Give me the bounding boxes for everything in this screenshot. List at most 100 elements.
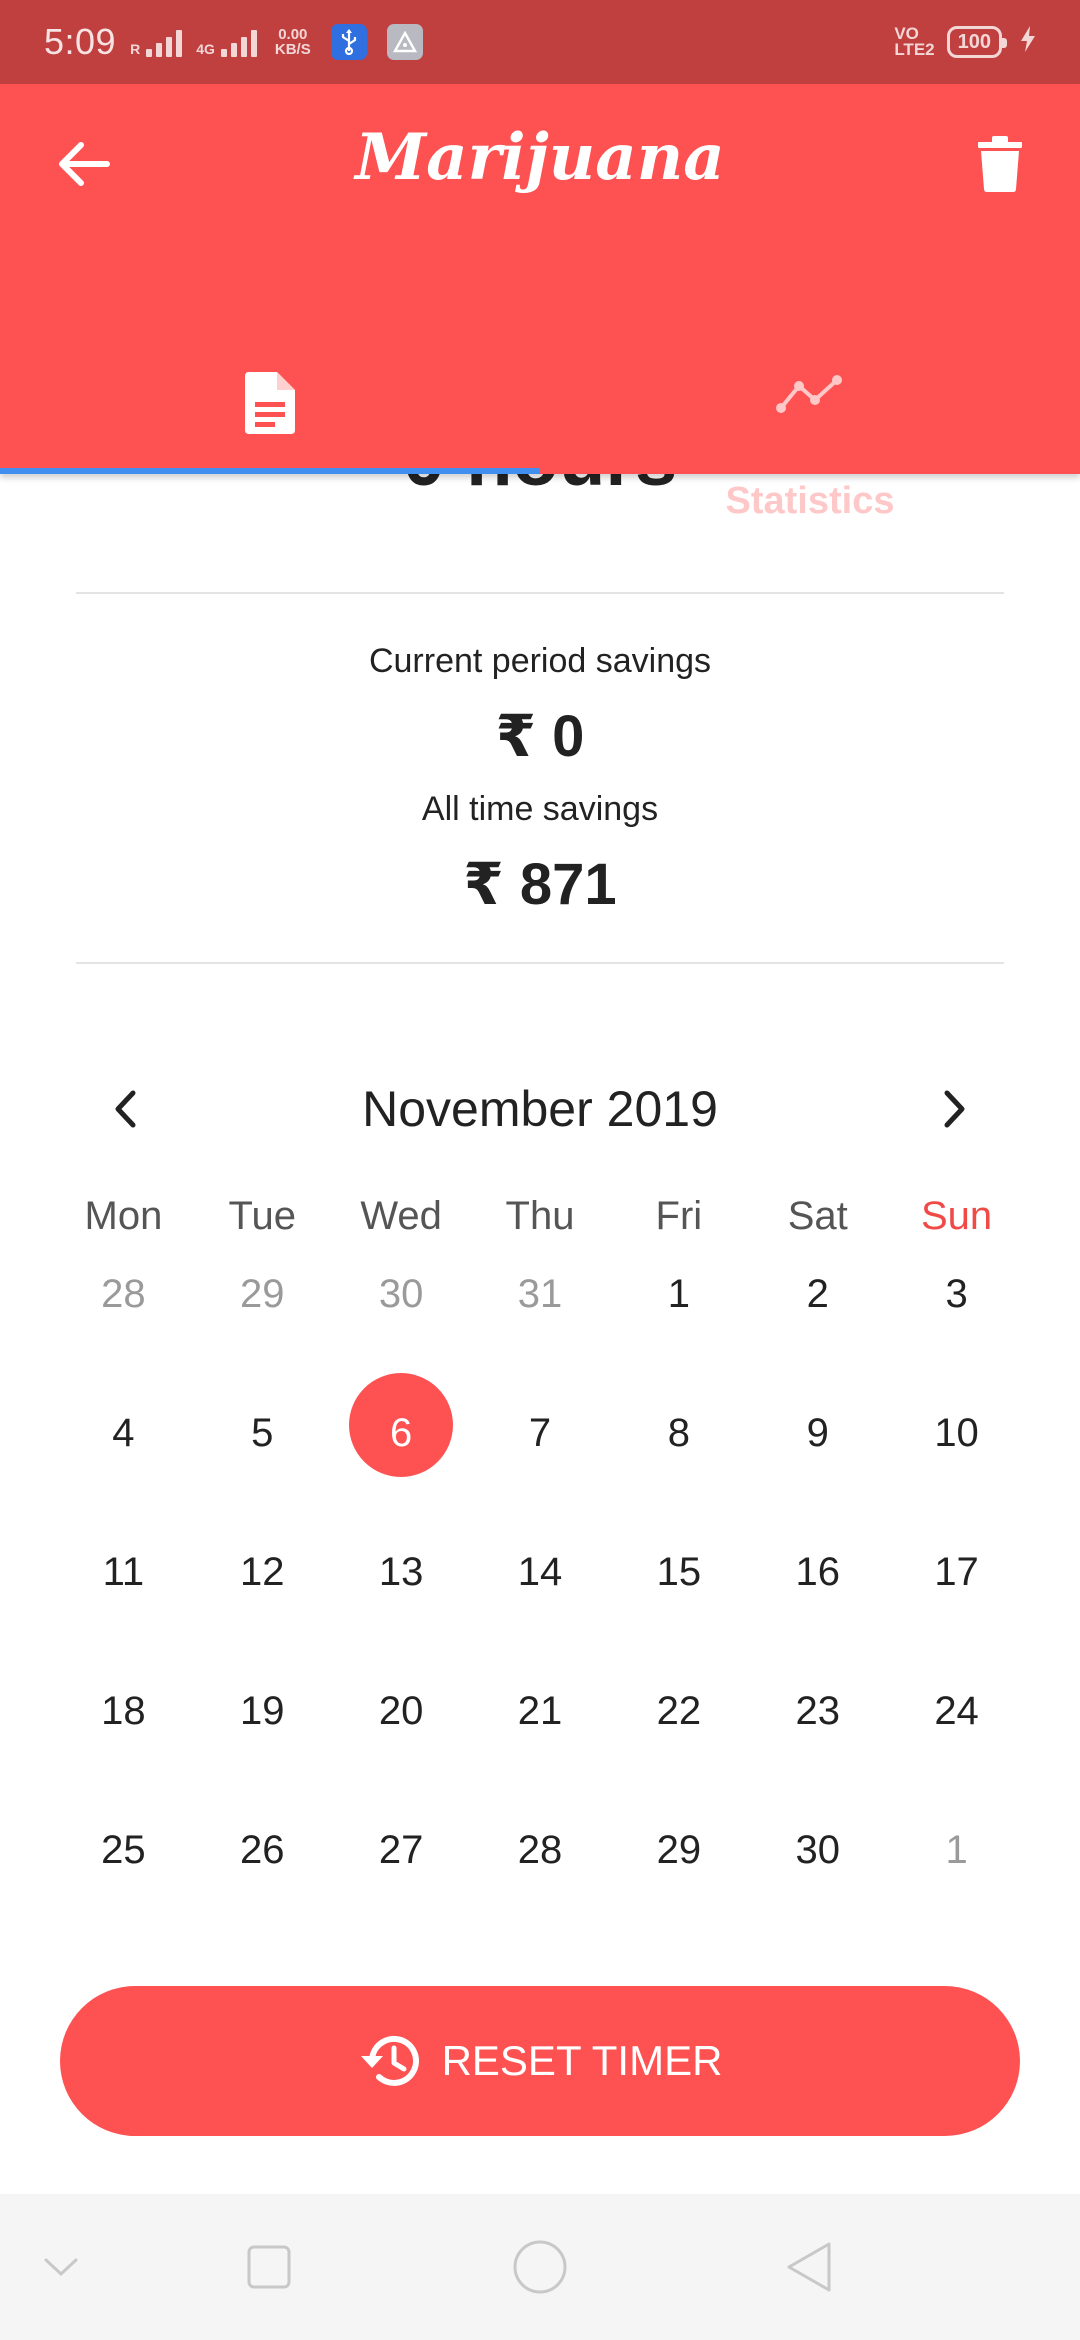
- calendar-day-number: 31: [517, 1272, 563, 1316]
- calendar-day-number: 13: [378, 1550, 424, 1594]
- calendar-day[interactable]: 20: [332, 1689, 471, 1828]
- calendar-day[interactable]: 7: [471, 1411, 610, 1550]
- volte-line1: VO: [894, 23, 919, 43]
- weekday-label: Thu: [505, 1194, 575, 1238]
- reset-timer-button[interactable]: RESET TIMER: [60, 1986, 1020, 2136]
- system-nav-bar: [0, 2194, 1080, 2340]
- nav-home-button[interactable]: [505, 2232, 575, 2302]
- calendar-day-number: 29: [656, 1828, 702, 1872]
- calendar-month-title: November 2019: [362, 1081, 718, 1137]
- signal-sim2-icon: 4G: [196, 27, 257, 57]
- calendar-day-number: 7: [528, 1411, 552, 1455]
- calendar-day-number: 4: [112, 1411, 135, 1455]
- calendar-day-number: 11: [102, 1550, 145, 1594]
- calendar-day[interactable]: 22: [609, 1689, 748, 1828]
- calendar-day-number: 6: [390, 1411, 413, 1455]
- document-icon: [245, 372, 295, 434]
- weekday-label: Fri: [655, 1194, 703, 1238]
- calendar-day[interactable]: 28: [471, 1828, 610, 1967]
- calendar-day[interactable]: 31: [471, 1272, 610, 1411]
- weekday-row: Mon Tue Wed Thu Fri Sat Sun: [54, 1194, 1026, 1239]
- status-time: 5:09: [44, 21, 117, 62]
- calendar-day[interactable]: 4: [54, 1411, 193, 1550]
- calendar-day[interactable]: 13: [332, 1550, 471, 1689]
- calendar-day-number: 21: [517, 1689, 563, 1733]
- calendar-day[interactable]: 24: [887, 1689, 1026, 1828]
- nav-recents-button[interactable]: [234, 2232, 304, 2302]
- calendar-day[interactable]: 1: [887, 1828, 1026, 1967]
- calendar-day[interactable]: 29: [609, 1828, 748, 1967]
- battery-icon: 100: [946, 26, 1008, 58]
- calendar-day[interactable]: 28: [54, 1272, 193, 1411]
- calendar-day[interactable]: 19: [193, 1689, 332, 1828]
- calendar-day[interactable]: 5: [193, 1411, 332, 1550]
- battery-level: 100: [957, 30, 991, 53]
- tab-overview-label: Overview: [185, 480, 355, 522]
- calendar-day[interactable]: 8: [609, 1411, 748, 1550]
- net-speed-value: 0.00: [278, 26, 308, 43]
- tab-overview[interactable]: Overview: [0, 280, 540, 522]
- calendar-day[interactable]: 1: [609, 1272, 748, 1411]
- signal-sim1-icon: R: [130, 27, 183, 57]
- calendar-day-number: 23: [795, 1689, 840, 1733]
- calendar-day-number: 8: [667, 1411, 690, 1455]
- calendar-day[interactable]: 11: [54, 1550, 193, 1689]
- calendar-day[interactable]: 18: [54, 1689, 193, 1828]
- tab-statistics[interactable]: Statistics: [540, 280, 1080, 522]
- calendar-day-number: 10: [934, 1411, 979, 1455]
- calendar-day[interactable]: 25: [54, 1828, 193, 1967]
- calendar-day[interactable]: 17: [887, 1550, 1026, 1689]
- tab-statistics-label: Statistics: [725, 480, 895, 522]
- prev-month-button[interactable]: [90, 1074, 160, 1144]
- calendar-day-number: 14: [517, 1550, 563, 1594]
- calendar-day-selected[interactable]: 6: [332, 1411, 471, 1550]
- page-title: Marijuana: [355, 120, 725, 195]
- calendar-day[interactable]: 21: [471, 1689, 610, 1828]
- divider-top: [76, 592, 1004, 594]
- timer-heading: 0 hours: [0, 474, 1080, 503]
- calendar-day[interactable]: 14: [471, 1550, 610, 1689]
- circle-icon: [513, 2240, 567, 2294]
- calendar-day[interactable]: 27: [332, 1828, 471, 1967]
- calendar-day[interactable]: 16: [748, 1550, 887, 1689]
- back-button[interactable]: [44, 124, 124, 204]
- current-period-label: Current period savings: [368, 642, 712, 680]
- overview-content: 0 hours Current period savings ₹ 0 All t…: [0, 474, 1080, 2194]
- tab-indicator: [0, 468, 540, 474]
- weekday-label: Tue: [228, 1194, 296, 1238]
- calendar-day[interactable]: 30: [332, 1272, 471, 1411]
- calendar-day[interactable]: 2: [748, 1272, 887, 1411]
- calendar-day-number: 26: [240, 1828, 285, 1872]
- chevron-left-icon: [115, 1090, 136, 1128]
- volte-line2: LTE2: [894, 40, 935, 59]
- calendar-day[interactable]: 9: [748, 1411, 887, 1550]
- calendar-day-number: 20: [378, 1689, 424, 1733]
- triangle-back-icon: [787, 2242, 831, 2292]
- usb-icon: [330, 24, 367, 60]
- calendar-day-number: 28: [517, 1828, 563, 1872]
- nav-back-button[interactable]: [774, 2232, 844, 2302]
- calendar-day-number: 3: [945, 1272, 968, 1316]
- nav-hide-button[interactable]: [26, 2232, 96, 2302]
- calendar-day-number: 29: [240, 1272, 285, 1316]
- charging-icon: [1020, 25, 1036, 59]
- calendar-day-number: 30: [378, 1272, 424, 1316]
- delete-button[interactable]: [960, 124, 1040, 204]
- calendar-day[interactable]: 26: [193, 1828, 332, 1967]
- calendar-day[interactable]: 29: [193, 1272, 332, 1411]
- next-month-button[interactable]: [920, 1074, 990, 1144]
- calendar-day-number: 24: [934, 1689, 979, 1733]
- square-icon: [247, 2245, 291, 2289]
- weekday-label: Sat: [787, 1194, 848, 1238]
- chevron-down-icon: [44, 2258, 78, 2277]
- calendar-day[interactable]: 12: [193, 1550, 332, 1689]
- calendar-day-number: 5: [251, 1411, 274, 1455]
- calendar-day[interactable]: 3: [887, 1272, 1026, 1411]
- calendar-day[interactable]: 30: [748, 1828, 887, 1967]
- calendar-day[interactable]: 10: [887, 1411, 1026, 1550]
- calendar-day[interactable]: 23: [748, 1689, 887, 1828]
- calendar-day[interactable]: 15: [609, 1550, 748, 1689]
- calendar-day-number: 19: [240, 1689, 285, 1733]
- line-chart-icon: [776, 375, 842, 413]
- calendar-day-number: 1: [945, 1828, 968, 1872]
